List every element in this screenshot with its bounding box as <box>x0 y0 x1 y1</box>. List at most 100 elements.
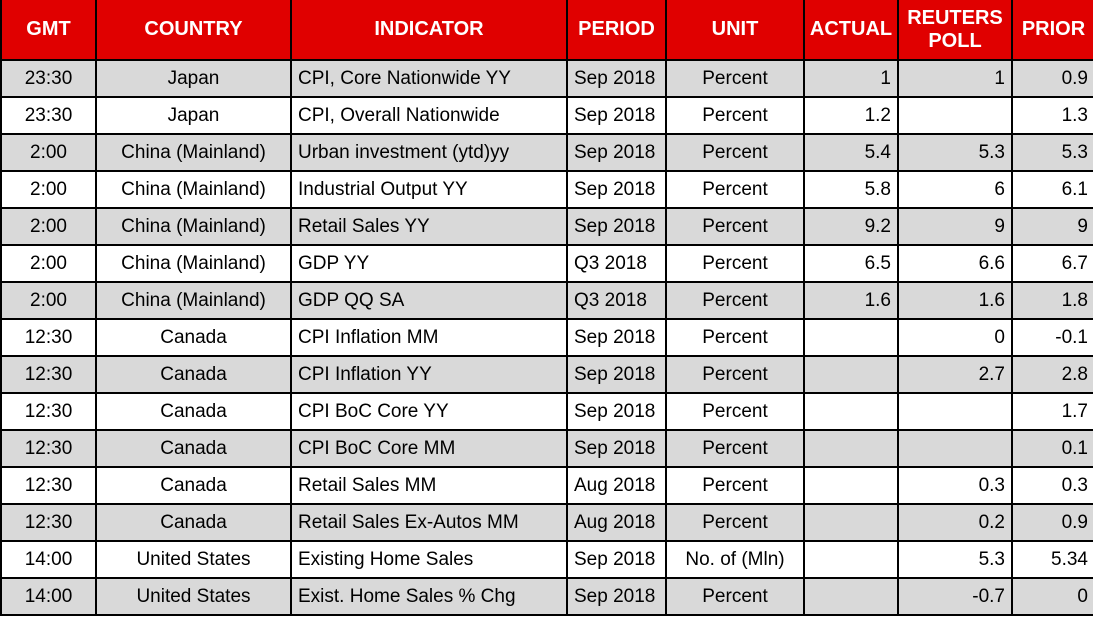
cell-reuters_poll: 5.3 <box>897 540 1013 579</box>
cell-period: Sep 2018 <box>566 133 667 172</box>
cell-indicator: Urban investment (ytd)yy <box>290 133 568 172</box>
cell-gmt: 14:00 <box>0 577 97 616</box>
cell-period: Aug 2018 <box>566 466 667 505</box>
cell-country: Canada <box>95 429 292 468</box>
cell-period: Q3 2018 <box>566 281 667 320</box>
table-row: 2:00 China (Mainland) Urban investment (yt… <box>0 133 1093 172</box>
table-row: 14:00 United States Existing Home Sales Sep… <box>0 540 1093 579</box>
cell-gmt: 12:30 <box>0 318 97 357</box>
cell-period: Sep 2018 <box>566 96 667 135</box>
cell-gmt: 12:30 <box>0 503 97 542</box>
cell-gmt: 2:00 <box>0 133 97 172</box>
cell-actual <box>803 355 899 394</box>
cell-reuters_poll: 9 <box>897 207 1013 246</box>
cell-country: Canada <box>95 392 292 431</box>
cell-actual <box>803 466 899 505</box>
cell-reuters_poll: 5.3 <box>897 133 1013 172</box>
cell-country: China (Mainland) <box>95 133 292 172</box>
cell-gmt: 2:00 <box>0 244 97 283</box>
cell-unit: Percent <box>665 466 805 505</box>
cell-gmt: 12:30 <box>0 355 97 394</box>
cell-indicator: CPI, Overall Nationwide <box>290 96 568 135</box>
cell-unit: Percent <box>665 429 805 468</box>
table-row: 23:30 Japan CPI, Core Nationwide YY Sep 201… <box>0 59 1093 98</box>
cell-period: Sep 2018 <box>566 429 667 468</box>
cell-indicator: Retail Sales MM <box>290 466 568 505</box>
cell-prior: 0.3 <box>1011 466 1093 505</box>
column-header-reuters-poll: REUTERS POLL <box>897 0 1013 61</box>
cell-country: China (Mainland) <box>95 281 292 320</box>
table-row: 23:30 Japan CPI, Overall Nationwide Sep 201… <box>0 96 1093 135</box>
cell-period: Sep 2018 <box>566 207 667 246</box>
table-row: 12:30 Canada CPI Inflation MM Sep 2018 Perce… <box>0 318 1093 357</box>
cell-prior: 1.3 <box>1011 96 1093 135</box>
cell-actual: 1.6 <box>803 281 899 320</box>
cell-period: Aug 2018 <box>566 503 667 542</box>
cell-period: Sep 2018 <box>566 59 667 98</box>
cell-prior: 0.1 <box>1011 429 1093 468</box>
cell-indicator: CPI, Core Nationwide YY <box>290 59 568 98</box>
table-row: 12:30 Canada CPI Inflation YY Sep 2018 Perce… <box>0 355 1093 394</box>
cell-unit: Percent <box>665 244 805 283</box>
cell-unit: Percent <box>665 355 805 394</box>
cell-unit: Percent <box>665 577 805 616</box>
cell-unit: Percent <box>665 170 805 209</box>
cell-country: United States <box>95 540 292 579</box>
cell-country: Canada <box>95 318 292 357</box>
cell-reuters_poll <box>897 429 1013 468</box>
column-header-country: COUNTRY <box>95 0 292 61</box>
cell-gmt: 2:00 <box>0 207 97 246</box>
cell-reuters_poll: -0.7 <box>897 577 1013 616</box>
cell-prior: 0.9 <box>1011 503 1093 542</box>
cell-indicator: GDP QQ SA <box>290 281 568 320</box>
cell-unit: Percent <box>665 281 805 320</box>
cell-indicator: CPI BoC Core MM <box>290 429 568 468</box>
cell-country: United States <box>95 577 292 616</box>
cell-actual <box>803 503 899 542</box>
cell-gmt: 2:00 <box>0 170 97 209</box>
cell-prior: 2.8 <box>1011 355 1093 394</box>
cell-country: Canada <box>95 503 292 542</box>
cell-actual <box>803 577 899 616</box>
table-row: 12:30 Canada CPI BoC Core YY Sep 2018 Percen… <box>0 392 1093 431</box>
cell-gmt: 12:30 <box>0 392 97 431</box>
cell-prior: -0.1 <box>1011 318 1093 357</box>
cell-prior: 9 <box>1011 207 1093 246</box>
cell-indicator: CPI BoC Core YY <box>290 392 568 431</box>
cell-actual <box>803 540 899 579</box>
cell-actual: 5.4 <box>803 133 899 172</box>
cell-reuters_poll: 2.7 <box>897 355 1013 394</box>
cell-country: Japan <box>95 96 292 135</box>
cell-actual: 6.5 <box>803 244 899 283</box>
cell-prior: 5.3 <box>1011 133 1093 172</box>
cell-country: Canada <box>95 355 292 394</box>
table-row: 2:00 China (Mainland) Industrial Output YY… <box>0 170 1093 209</box>
column-header-gmt: GMT <box>0 0 97 61</box>
cell-indicator: Industrial Output YY <box>290 170 568 209</box>
column-header-period: PERIOD <box>566 0 667 61</box>
cell-prior: 6.7 <box>1011 244 1093 283</box>
cell-gmt: 2:00 <box>0 281 97 320</box>
table-row: 14:00 United States Exist. Home Sales % Ch… <box>0 577 1093 616</box>
cell-reuters_poll: 0 <box>897 318 1013 357</box>
cell-reuters_poll: 0.2 <box>897 503 1013 542</box>
cell-actual: 1.2 <box>803 96 899 135</box>
cell-gmt: 14:00 <box>0 540 97 579</box>
cell-prior: 1.7 <box>1011 392 1093 431</box>
cell-country: China (Mainland) <box>95 244 292 283</box>
cell-unit: Percent <box>665 59 805 98</box>
cell-period: Q3 2018 <box>566 244 667 283</box>
cell-indicator: Retail Sales YY <box>290 207 568 246</box>
cell-unit: No. of (Mln) <box>665 540 805 579</box>
cell-prior: 0 <box>1011 577 1093 616</box>
table-row: 12:30 Canada CPI BoC Core MM Sep 2018 Percen… <box>0 429 1093 468</box>
cell-indicator: CPI Inflation YY <box>290 355 568 394</box>
cell-unit: Percent <box>665 133 805 172</box>
cell-actual: 5.8 <box>803 170 899 209</box>
cell-unit: Percent <box>665 96 805 135</box>
cell-period: Sep 2018 <box>566 540 667 579</box>
cell-actual <box>803 392 899 431</box>
cell-country: China (Mainland) <box>95 170 292 209</box>
cell-gmt: 23:30 <box>0 59 97 98</box>
